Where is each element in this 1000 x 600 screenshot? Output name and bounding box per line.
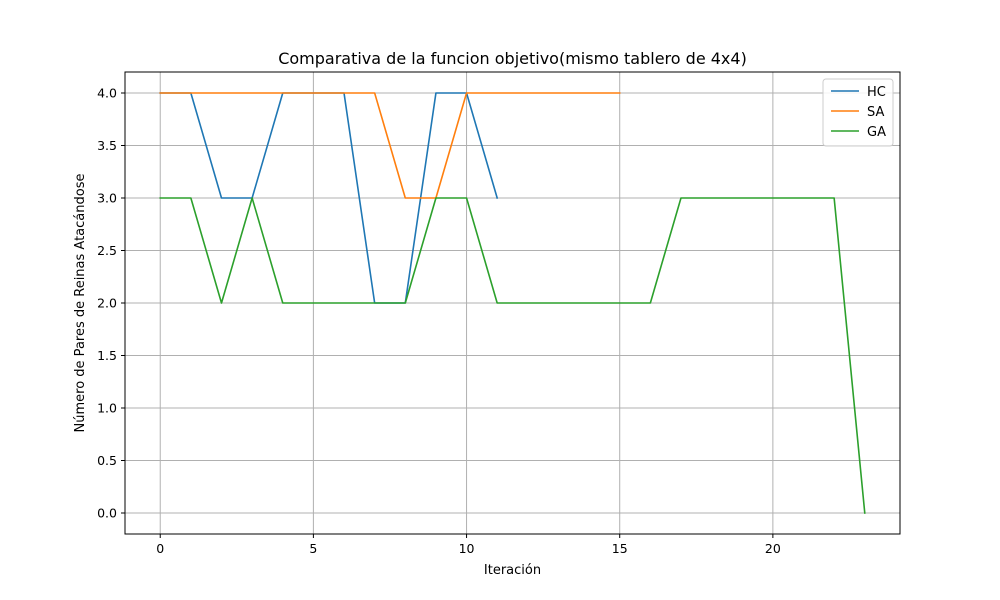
y-tick-label: 3.0 [97, 191, 117, 206]
legend-label-hc: HC [867, 85, 886, 100]
legend-label-sa: SA [867, 105, 884, 120]
grid [125, 72, 900, 534]
y-tick-label: 2.5 [97, 243, 117, 258]
x-tick-label: 5 [309, 541, 317, 556]
series-group [159, 92, 866, 514]
ticks: 0 5 10 15 20 0.0 0.5 1.0 1.5 2.0 2.5 3.0 3.5 4.0 [97, 86, 781, 557]
series-line-sa [159, 92, 621, 199]
x-tick-label: 10 [459, 541, 475, 556]
y-tick-label: 3.5 [97, 138, 117, 153]
y-tick-label: 2.0 [97, 296, 117, 311]
legend: HC SA GA [822, 78, 894, 147]
y-axis-label: Número de Pares de Reinas Atacándose [73, 174, 88, 433]
series-line-ga [159, 197, 866, 514]
y-tick-label: 0.5 [97, 453, 117, 468]
legend-label-ga: GA [867, 125, 886, 140]
y-tick-label: 0.0 [97, 506, 117, 521]
legend-box [822, 78, 894, 147]
chart-title: Comparativa de la funcion objetivo(mismo… [278, 49, 747, 68]
x-tick-label: 20 [765, 541, 781, 556]
y-tick-label: 1.0 [97, 401, 117, 416]
y-tick-label: 1.5 [97, 348, 117, 363]
x-tick-label: 15 [612, 541, 628, 556]
y-tick-label: 4.0 [97, 86, 117, 101]
x-tick-label: 0 [156, 541, 164, 556]
x-axis-label: Iteración [484, 563, 541, 578]
